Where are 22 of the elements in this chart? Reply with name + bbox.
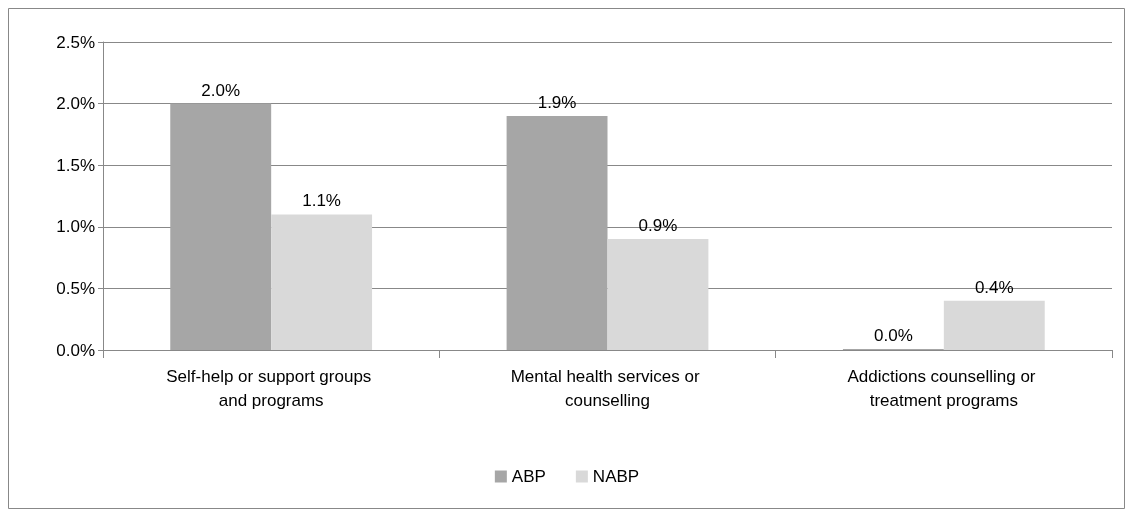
y-tick-label: 0.0%: [56, 340, 95, 360]
y-tick-label: 1.5%: [56, 155, 95, 175]
bar: [271, 214, 373, 350]
bar: [607, 239, 709, 350]
data-label: 1.9%: [537, 92, 577, 112]
data-label: 0.4%: [974, 277, 1014, 297]
x-tick-label: Addictions counselling or treatment programs: [847, 366, 1041, 410]
y-tick-label: 0.5%: [56, 278, 95, 298]
legend-label: NABP: [592, 467, 640, 486]
y-tick-label: 2.0%: [56, 94, 95, 114]
data-label: 2.0%: [201, 80, 241, 100]
x-tick-label: Self-help or support groups and programs: [166, 366, 377, 410]
bar: [506, 115, 608, 350]
legend-label: ABP: [511, 467, 546, 486]
bar: [943, 300, 1045, 350]
bar: [170, 103, 272, 350]
y-tick-label: 2.5%: [56, 32, 95, 52]
x-tick-label: Mental health services or counselling: [510, 366, 705, 410]
y-tick-label: 1.0%: [56, 217, 95, 237]
data-label: 0.9%: [638, 216, 678, 236]
data-label: 0.0%: [874, 326, 913, 345]
data-label: 1.1%: [302, 191, 341, 211]
